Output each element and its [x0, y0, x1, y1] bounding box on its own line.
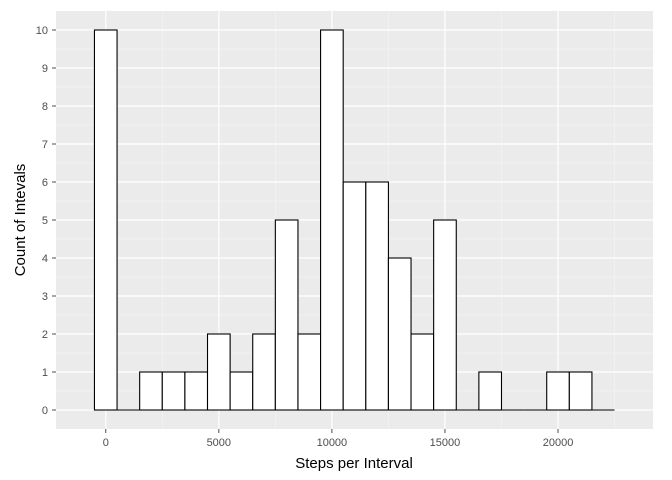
histogram-bar [433, 219, 457, 411]
histogram-bar [139, 371, 163, 411]
histogram-bar [161, 371, 186, 411]
x-tick-label: 10000 [317, 437, 348, 449]
histogram-bar [93, 29, 118, 411]
histogram-bar [387, 257, 412, 411]
y-tick-label: 4 [42, 253, 48, 265]
histogram-bar [320, 29, 344, 411]
histogram-bar [342, 181, 367, 411]
y-tick-label: 7 [42, 139, 48, 151]
histogram-bars [93, 29, 615, 411]
y-axis-ticks: 0 1 2 3 4 5 6 7 8 9 10 [36, 25, 56, 417]
x-tick-label: 5000 [207, 437, 231, 449]
x-tick-label: 0 [103, 437, 109, 449]
x-tick-label: 15000 [430, 437, 461, 449]
y-tick-label: 9 [42, 63, 48, 75]
x-axis-title: Steps per Interval [295, 455, 413, 472]
histogram-bar [297, 333, 322, 411]
histogram-bar [410, 333, 435, 411]
y-tick-label: 5 [42, 215, 48, 227]
histogram-bar [252, 333, 276, 411]
y-tick-label: 10 [36, 25, 48, 37]
histogram-bar [478, 371, 503, 411]
y-tick-label: 1 [42, 367, 48, 379]
histogram-bar [229, 371, 254, 411]
y-tick-label: 2 [42, 329, 48, 341]
histogram-bar [274, 219, 299, 411]
y-tick-label: 6 [42, 177, 48, 189]
histogram-bar [365, 181, 389, 411]
histogram-bar [568, 371, 593, 411]
x-tick-label: 20000 [543, 437, 574, 449]
histogram-bar [206, 333, 231, 411]
histogram-bar [184, 371, 209, 411]
y-axis-title: Count of Intevals [12, 164, 29, 277]
y-tick-label: 3 [42, 291, 48, 303]
histogram-bar [546, 371, 570, 411]
y-tick-label: 8 [42, 101, 48, 113]
y-tick-label: 0 [42, 405, 48, 417]
x-axis-ticks: 0 5000 10000 15000 20000 [103, 429, 574, 449]
